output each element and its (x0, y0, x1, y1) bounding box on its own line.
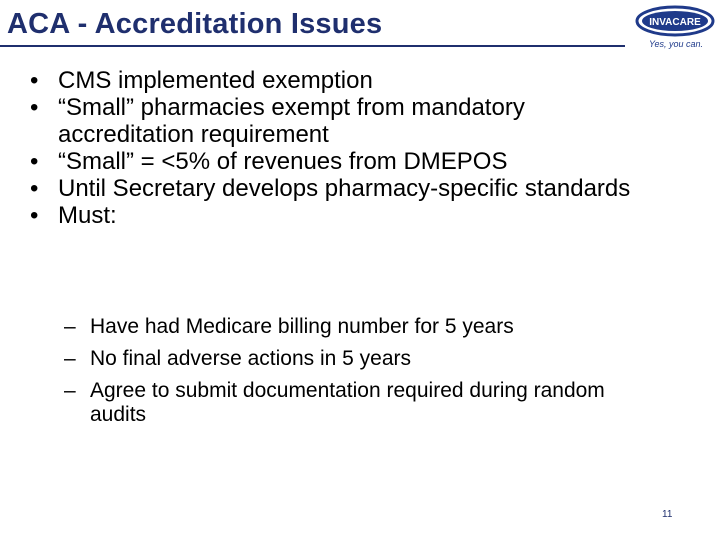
sub-bullet-item: – Have had Medicare billing number for 5 … (64, 315, 624, 339)
bullet-text: Must: (58, 202, 117, 229)
bullet-marker: • (30, 202, 39, 229)
logo-tagline: Yes, you can. (649, 39, 703, 49)
logo-wordmark: INVACARE (649, 17, 701, 28)
sub-bullet-item: – Agree to submit documentation required … (64, 379, 624, 427)
bullet-marker: • (30, 67, 39, 94)
bullet-text: Until Secretary develops pharmacy-specif… (58, 175, 631, 202)
bullet-item: • Until Secretary develops pharmacy-speci… (30, 175, 650, 202)
title-divider (0, 45, 625, 47)
bullet-list: • CMS implemented exemption • “Small” phar… (30, 67, 650, 229)
sub-bullet-list: – Have had Medicare billing number for 5 … (64, 315, 624, 427)
bullet-marker: • (30, 148, 39, 175)
page-number: 11 (662, 509, 673, 520)
bullet-text: “Small” = <5% of revenues from DMEPOS (58, 148, 508, 175)
bullet-item: • Must: (30, 202, 650, 229)
sub-bullet-item: – No final adverse actions in 5 years (64, 347, 624, 371)
sub-bullet-marker: – (64, 315, 76, 338)
bullet-item: • CMS implemented exemption (30, 67, 650, 94)
sub-bullet-text: Have had Medicare billing number for 5 y… (90, 315, 514, 338)
sub-bullet-text: Agree to submit documentation required d… (90, 379, 605, 426)
sub-bullet-text: No final adverse actions in 5 years (90, 347, 411, 370)
bullet-marker: • (30, 94, 39, 121)
bullet-text: “Small” pharmacies exempt from mandatory… (58, 94, 525, 148)
invacare-logo: INVACARE Yes, you can. (635, 5, 715, 49)
slide-title: ACA - Accreditation Issues (7, 8, 383, 40)
sub-bullet-marker: – (64, 347, 76, 370)
sub-bullet-marker: – (64, 379, 76, 402)
bullet-item: • “Small” = <5% of revenues from DMEPOS (30, 148, 650, 175)
bullet-text: CMS implemented exemption (58, 67, 373, 94)
bullet-item: • “Small” pharmacies exempt from mandator… (30, 94, 650, 148)
bullet-marker: • (30, 175, 39, 202)
